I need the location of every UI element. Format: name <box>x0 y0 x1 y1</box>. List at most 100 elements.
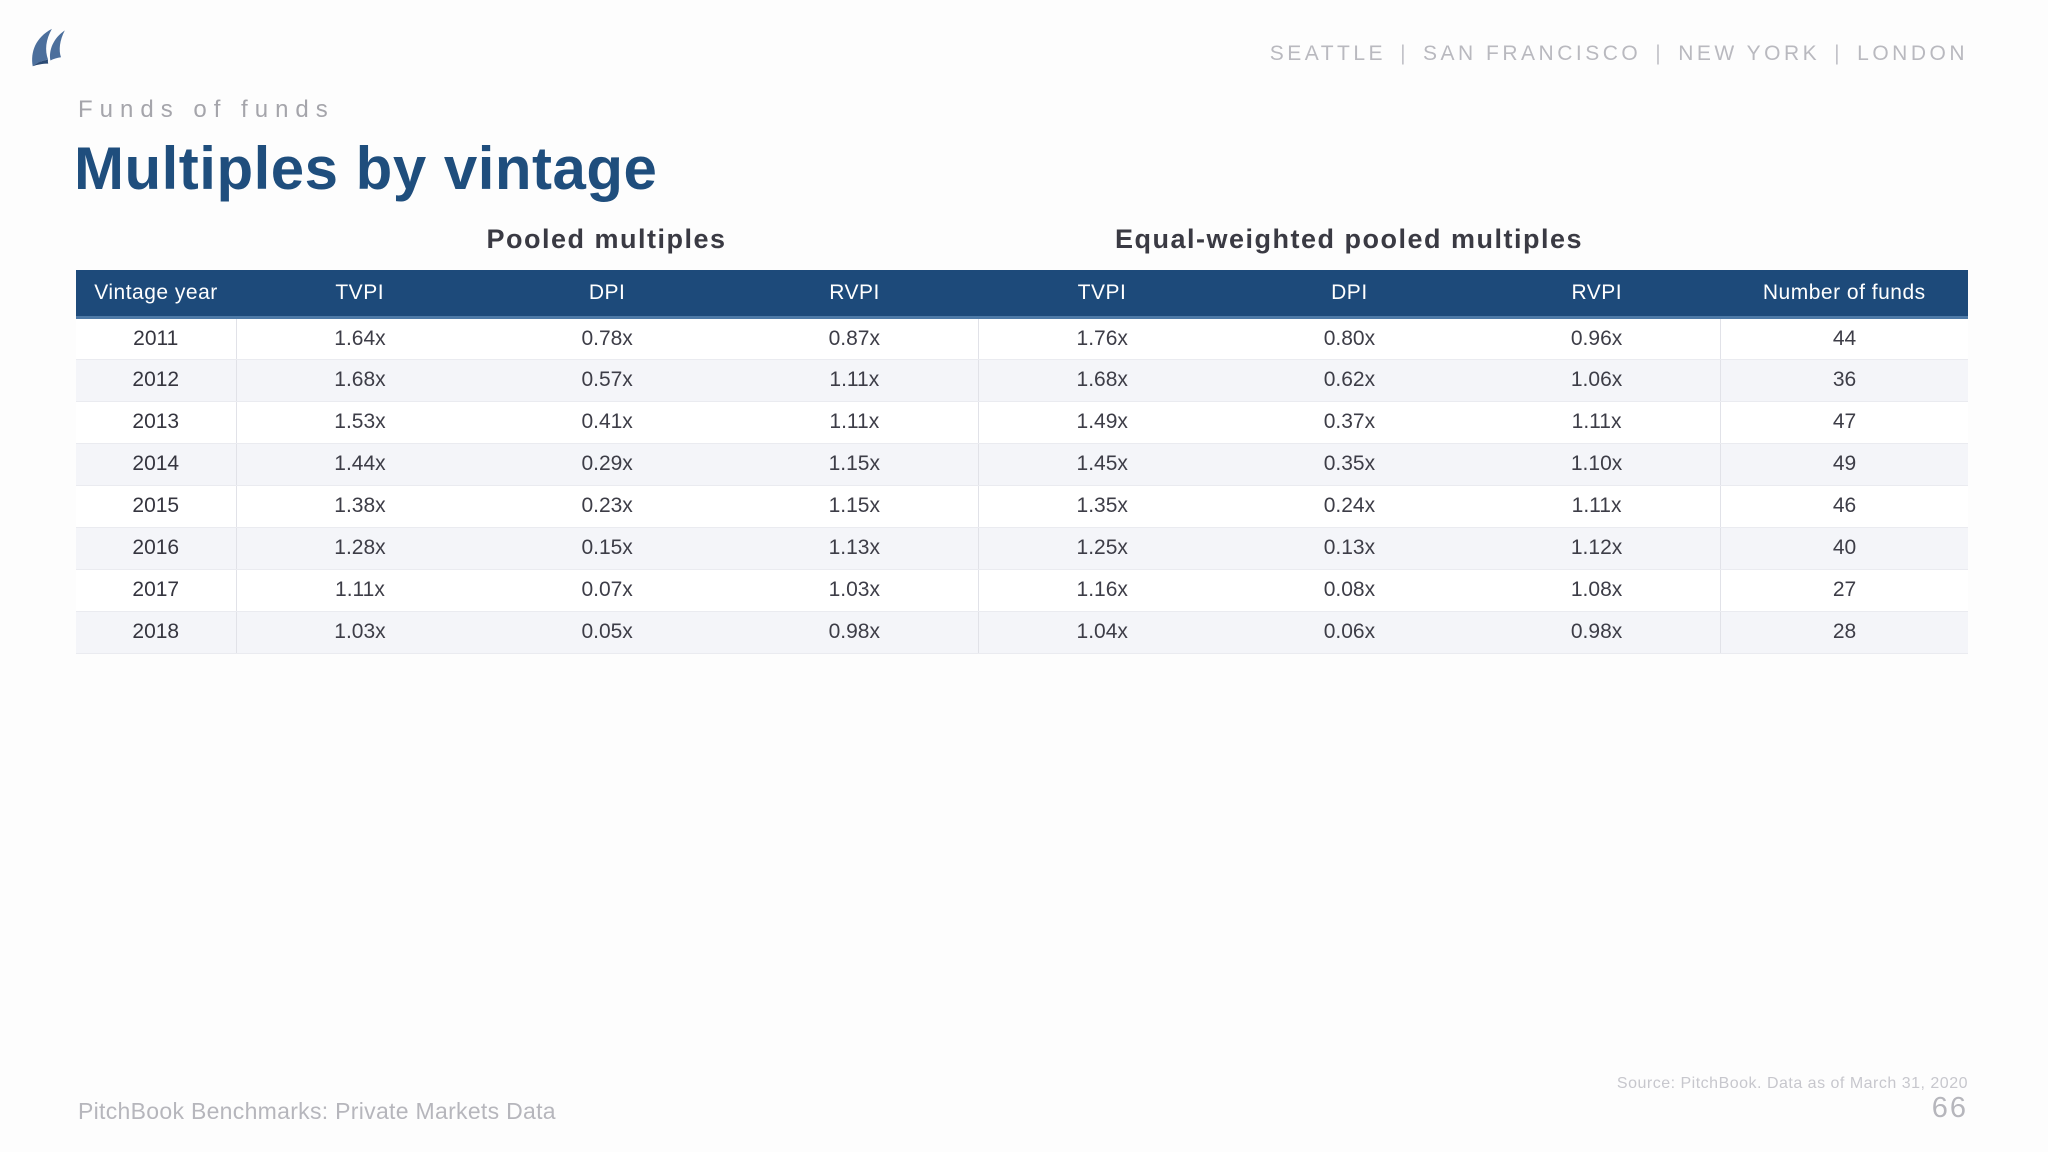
value-cell: 0.96x <box>1473 317 1721 360</box>
vintage-year-cell: 2012 <box>76 359 236 402</box>
value-cell: 40 <box>1720 527 1968 570</box>
value-cell: 1.13x <box>730 527 979 570</box>
table-row: 2015 1.38x 0.23x 1.15x 1.35x 0.24x 1.11x 46 <box>76 485 1968 528</box>
value-cell: 0.29x <box>483 443 731 486</box>
value-cell: 1.12x <box>1473 527 1721 570</box>
pitchbook-logo-icon <box>26 26 72 74</box>
equal-weighted-heading: Equal-weighted pooled multiples <box>1114 224 1584 254</box>
vintage-year-cell: 2016 <box>76 527 236 570</box>
value-cell: 0.23x <box>483 485 731 528</box>
value-cell: 0.13x <box>1225 527 1474 570</box>
value-cell: 0.98x <box>730 611 979 654</box>
value-cell: 1.04x <box>977 611 1226 654</box>
value-cell: 1.28x <box>235 527 484 570</box>
value-cell: 0.24x <box>1225 485 1474 528</box>
col-header-tvpi-equal: TVPI <box>978 270 1226 319</box>
table-header-row: Vintage year TVPI DPI RVPI TVPI DPI RVPI… <box>76 270 1968 319</box>
value-cell: 0.98x <box>1473 611 1721 654</box>
table-row: 2018 1.03x 0.05x 0.98x 1.04x 0.06x 0.98x 28 <box>76 611 1968 654</box>
value-cell: 1.64x <box>235 317 484 360</box>
col-header-rvpi-pooled: RVPI <box>730 270 979 319</box>
value-cell: 1.53x <box>235 401 484 444</box>
vintage-year-cell: 2013 <box>76 401 236 444</box>
value-cell: 47 <box>1720 401 1968 444</box>
page-number: 66 <box>1931 1092 1968 1124</box>
value-cell: 1.15x <box>730 485 979 528</box>
vintage-year-cell: 2011 <box>76 317 236 360</box>
value-cell: 0.80x <box>1225 317 1474 360</box>
value-cell: 1.03x <box>235 611 484 654</box>
office-locations: SEATTLE | SAN FRANCISCO | NEW YORK | LONDON <box>1270 42 1968 66</box>
value-cell: 1.15x <box>730 443 979 486</box>
col-header-tvpi-pooled: TVPI <box>236 270 484 319</box>
value-cell: 28 <box>1720 611 1968 654</box>
value-cell: 1.68x <box>977 359 1226 402</box>
table-row: 2013 1.53x 0.41x 1.11x 1.49x 0.37x 1.11x 47 <box>76 401 1968 444</box>
value-cell: 1.08x <box>1473 569 1721 612</box>
value-cell: 0.78x <box>483 317 731 360</box>
location-label: SAN FRANCISCO <box>1423 42 1642 65</box>
value-cell: 0.05x <box>483 611 731 654</box>
value-cell: 27 <box>1720 569 1968 612</box>
col-header-dpi-equal: DPI <box>1225 270 1474 319</box>
location-separator: | <box>1834 42 1844 65</box>
value-cell: 1.38x <box>235 485 484 528</box>
value-cell: 0.87x <box>730 317 979 360</box>
value-cell: 1.10x <box>1473 443 1721 486</box>
value-cell: 1.03x <box>730 569 979 612</box>
value-cell: 1.16x <box>977 569 1226 612</box>
value-cell: 36 <box>1720 359 1968 402</box>
value-cell: 0.15x <box>483 527 731 570</box>
col-header-number-of-funds: Number of funds <box>1720 270 1968 319</box>
location-separator: | <box>1400 42 1410 65</box>
table-row: 2014 1.44x 0.29x 1.15x 1.45x 0.35x 1.10x 49 <box>76 443 1968 486</box>
vintage-year-cell: 2015 <box>76 485 236 528</box>
value-cell: 46 <box>1720 485 1968 528</box>
table-body: 2011 1.64x 0.78x 0.87x 1.76x 0.80x 0.96x 44 2012… <box>76 317 1968 654</box>
value-cell: 1.44x <box>235 443 484 486</box>
value-cell: 1.49x <box>977 401 1226 444</box>
page-title: Multiples by vintage <box>74 135 658 202</box>
vintage-year-cell: 2014 <box>76 443 236 486</box>
vintage-year-cell: 2017 <box>76 569 236 612</box>
value-cell: 1.11x <box>235 569 484 612</box>
value-cell: 1.11x <box>1473 401 1721 444</box>
location-label: NEW YORK <box>1678 42 1821 65</box>
value-cell: 0.62x <box>1225 359 1474 402</box>
value-cell: 0.06x <box>1225 611 1474 654</box>
col-header-vintage-year: Vintage year <box>76 270 236 319</box>
table-row: 2012 1.68x 0.57x 1.11x 1.68x 0.62x 1.06x 36 <box>76 359 1968 402</box>
table-row: 2016 1.28x 0.15x 1.13x 1.25x 0.13x 1.12x 40 <box>76 527 1968 570</box>
value-cell: 1.11x <box>1473 485 1721 528</box>
value-cell: 1.11x <box>730 401 979 444</box>
value-cell: 1.35x <box>977 485 1226 528</box>
pooled-multiples-heading: Pooled multiples <box>486 224 727 254</box>
value-cell: 1.76x <box>977 317 1226 360</box>
vintage-year-cell: 2018 <box>76 611 236 654</box>
value-cell: 1.06x <box>1473 359 1721 402</box>
report-title-footer: PitchBook Benchmarks: Private Markets Da… <box>78 1098 556 1124</box>
value-cell: 1.25x <box>977 527 1226 570</box>
value-cell: 0.57x <box>483 359 731 402</box>
value-cell: 44 <box>1720 317 1968 360</box>
source-note: Source: PitchBook. Data as of March 31, … <box>1616 1075 1968 1092</box>
value-cell: 0.35x <box>1225 443 1474 486</box>
location-label: LONDON <box>1857 42 1968 65</box>
value-cell: 49 <box>1720 443 1968 486</box>
value-cell: 1.45x <box>977 443 1226 486</box>
section-eyebrow: Funds of funds <box>78 96 335 123</box>
value-cell: 1.68x <box>235 359 484 402</box>
multiples-table: Vintage year TVPI DPI RVPI TVPI DPI RVPI… <box>76 270 1968 654</box>
table-row: 2011 1.64x 0.78x 0.87x 1.76x 0.80x 0.96x 44 <box>76 317 1968 360</box>
col-header-rvpi-equal: RVPI <box>1473 270 1721 319</box>
col-header-dpi-pooled: DPI <box>483 270 731 319</box>
location-separator: | <box>1655 42 1665 65</box>
value-cell: 0.37x <box>1225 401 1474 444</box>
value-cell: 0.41x <box>483 401 731 444</box>
value-cell: 0.08x <box>1225 569 1474 612</box>
location-label: SEATTLE <box>1269 42 1387 65</box>
table-row: 2017 1.11x 0.07x 1.03x 1.16x 0.08x 1.08x 27 <box>76 569 1968 612</box>
value-cell: 1.11x <box>730 359 979 402</box>
value-cell: 0.07x <box>483 569 731 612</box>
